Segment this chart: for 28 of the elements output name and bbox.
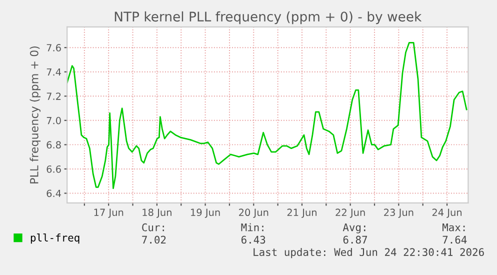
text: Cur: — [142, 223, 164, 232]
text: Last update: Wed Jun 24 22:30:41 2026 — [254, 248, 484, 258]
y-tick-label: 7.4 — [46, 68, 61, 76]
y-tick-label: 7.2 — [46, 92, 61, 100]
text: Avg: — [342, 223, 366, 234]
text: 6.43 — [241, 236, 266, 244]
x-tick-label: 17 Jun — [94, 208, 124, 218]
x-tick-label: 20 Jun — [239, 208, 268, 218]
y-tick-label: 6.8 — [46, 141, 61, 149]
x-tick-label: 21 Jun — [287, 208, 316, 218]
y-tick-label: 6.6 — [46, 165, 61, 173]
line-series — [67, 42, 468, 190]
y-tick-label: 6.4 — [46, 190, 61, 198]
y-axis-title: PLL frequency (ppm + 0) — [30, 46, 41, 184]
legend-label: pll-freq — [30, 233, 80, 244]
text: 7.64 — [442, 236, 467, 244]
x-tick-label: 19 Jun — [191, 208, 220, 218]
y-tick-label: 7.6 — [46, 44, 61, 52]
x-tick-label: 23 Jun — [384, 208, 414, 218]
x-tick-label: 18 Jun — [142, 208, 172, 218]
x-tick-label: 24 Jun — [432, 208, 462, 218]
chart-title: NTP kernel PLL frequency (ppm + 0) - by week — [114, 11, 422, 24]
text: 7.02 — [142, 236, 166, 244]
text: Max: — [442, 224, 465, 232]
text: Min: — [241, 223, 264, 232]
x-tick-label: 22 Jun — [336, 208, 365, 218]
text: 6.87 — [343, 236, 367, 244]
y-tick-label: 7.0 — [46, 116, 61, 124]
